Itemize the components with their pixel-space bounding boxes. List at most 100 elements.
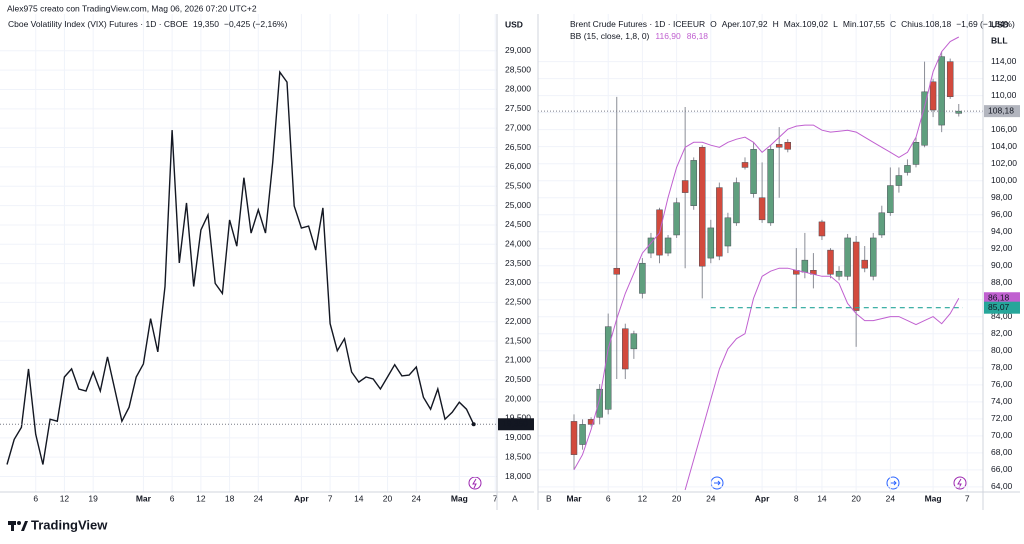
y-tick-label: 68,00 (991, 447, 1013, 457)
candle-body (775, 144, 783, 148)
y-tick-label: 92,00 (991, 243, 1013, 253)
indicator-label: BB (15, close, 1,8, 0) (570, 31, 650, 41)
x-tick-label: Mag (925, 493, 942, 503)
y-tick-label: 66,00 (991, 464, 1013, 474)
y-tick-label: 90,00 (991, 260, 1013, 270)
y-tick-label: 114,00 (991, 56, 1017, 66)
x-tick-label: 19 (88, 493, 98, 503)
x-tick-label: 12 (60, 493, 70, 503)
y-tick-label: 23,000 (505, 277, 531, 287)
candle-body (861, 259, 868, 269)
indicator-value: 86,18 (687, 31, 709, 41)
x-tick-label: 20 (672, 493, 682, 503)
x-tick-label: 18 (225, 493, 235, 503)
candle-body (647, 237, 655, 254)
alert-icon (472, 478, 477, 489)
chart-title: Cboe Volatility Index (VIX) Futures · 1D… (8, 19, 188, 29)
candle-body (622, 328, 629, 370)
header-value: Chius.108,18 (901, 19, 951, 29)
header-value: Aper.107,92 (722, 19, 768, 29)
x-tick-label: 24 (412, 493, 422, 503)
event-icon (714, 480, 721, 486)
axis-label: USD (991, 19, 1009, 29)
header-value: −0,425 (−2,16%) (224, 19, 287, 29)
event-icon[interactable] (886, 476, 900, 490)
y-tick-label: 21,000 (505, 355, 531, 365)
y-tick-label: 80,00 (991, 345, 1013, 355)
y-tick-label: 78,00 (991, 362, 1013, 372)
y-tick-label: 20,500 (505, 374, 531, 384)
candle-body (639, 262, 646, 294)
candle-body (938, 56, 945, 126)
x-tick-label: 6 (606, 493, 611, 503)
candle-body (690, 160, 697, 206)
indicator-legend: BB (15, close, 1,8, 0) 116,90 86,18 (570, 31, 708, 41)
candle-body (870, 237, 877, 277)
header-value: O (710, 19, 717, 29)
y-tick-label: 110,00 (991, 90, 1017, 100)
event-icon (890, 480, 897, 486)
plot-area (0, 70, 497, 465)
x-tick-label: 6 (170, 493, 175, 503)
corner-button: B (546, 493, 552, 503)
candle-body (835, 270, 843, 277)
x-tick-label: 7 (493, 493, 498, 503)
candle-body (912, 142, 920, 165)
last-point (471, 422, 476, 427)
price-tag (498, 418, 534, 431)
alert-icon (957, 478, 962, 489)
y-tick-label: 88,00 (991, 277, 1013, 287)
indicator-value: 116,90 (655, 31, 681, 41)
candle-body (733, 182, 740, 224)
y-tick-label: 100,00 (991, 175, 1017, 185)
candle-body (904, 165, 911, 173)
alert-icon[interactable] (953, 476, 967, 490)
axis-sublabel: BLL (991, 35, 1008, 45)
alert-icon[interactable] (468, 476, 482, 490)
y-tick-label: 102,00 (991, 158, 1017, 168)
logo-mark (11, 521, 14, 531)
candle-body (844, 237, 851, 277)
logo-mark (17, 521, 21, 525)
y-tick-label: 21,500 (505, 335, 531, 345)
band-lower (684, 267, 960, 491)
candle-body (758, 197, 766, 221)
y-tick-label: 18,500 (505, 451, 531, 461)
candle-body (724, 217, 732, 247)
x-tick-label: Mag (451, 493, 468, 503)
y-tick-label: 18,000 (505, 471, 531, 481)
y-tick-label: 20,000 (505, 393, 531, 403)
axis-label: USD (505, 19, 523, 29)
y-tick-label: 27,500 (505, 103, 531, 113)
header-value: −1,69 (−1,54%) (956, 19, 1015, 29)
header-value: L (833, 19, 838, 29)
price-tag (984, 105, 1020, 118)
chart-title: Brent Crude Futures · 1D · ICEEUR (570, 19, 705, 29)
y-tick-label: 19,500 (505, 413, 531, 423)
candle-body (818, 221, 826, 237)
candle-body (946, 61, 954, 98)
price-line (6, 70, 475, 465)
x-tick-label: Mar (566, 493, 582, 503)
y-tick-label: 96,00 (991, 209, 1013, 219)
y-tick-label: 23,500 (505, 258, 531, 268)
y-tick-label: 19,000 (505, 432, 531, 442)
y-tick-label: 76,00 (991, 379, 1013, 389)
price-tag-label: 85,07 (988, 302, 1010, 312)
x-tick-label: 7 (965, 493, 970, 503)
candle-body (681, 180, 689, 193)
header-value: H (773, 19, 779, 29)
candle-body (596, 388, 603, 418)
price-tag (984, 301, 1020, 314)
credit: Alex975 creato con TradingView.com, Mag … (7, 3, 257, 13)
x-tick-label: 8 (794, 493, 799, 503)
chart-header: Cboe Volatility Index (VIX) Futures · 1D… (8, 19, 287, 29)
y-tick-label: 84,00 (991, 311, 1013, 321)
x-tick-label: 24 (886, 493, 896, 503)
y-tick-label: 70,00 (991, 430, 1013, 440)
candle-body (750, 149, 757, 194)
corner-button: A (512, 493, 518, 503)
x-tick-label: Apr (294, 493, 309, 503)
candle-body (630, 333, 638, 350)
